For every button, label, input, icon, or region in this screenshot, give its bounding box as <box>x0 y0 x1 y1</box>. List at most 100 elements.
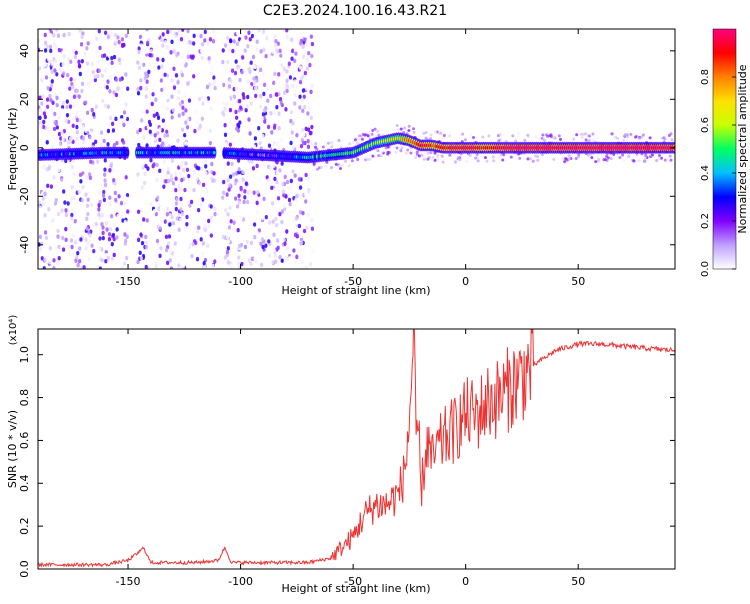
spectrogram-noise-cell <box>229 38 233 44</box>
spectrogram-noise-cell <box>182 263 186 268</box>
spectrogram-noise-cell <box>189 54 193 59</box>
spectrogram-noise-cell <box>72 106 77 112</box>
spectrogram-noise-cell <box>143 171 147 177</box>
spectrogram-noise-cell <box>47 198 51 204</box>
spectrogram-noise-cell <box>165 129 169 134</box>
spectrogram-noise-cell <box>78 172 83 178</box>
spectrogram-noise-cell <box>112 236 116 242</box>
spectrogram-noise-cell <box>90 243 94 248</box>
spectrogram-x-tick-label: -150 <box>116 275 141 288</box>
spectrogram-noise-cell <box>310 248 315 254</box>
spectrogram-noise-cell <box>50 69 54 74</box>
spectrogram-noise-cell <box>111 121 115 127</box>
spectrogram-noise-cell <box>237 193 241 198</box>
spectrogram-noise-cell <box>147 69 151 75</box>
spectrogram-halo-cell <box>386 152 390 156</box>
spectrogram-halo-cell <box>572 137 576 141</box>
spectrogram-halo-cell <box>657 154 661 158</box>
spectrogram-noise-cell <box>84 100 88 105</box>
spectrogram-noise-cell <box>235 126 239 131</box>
spectrogram-noise-cell <box>168 66 172 71</box>
spectrogram-noise-cell <box>310 83 314 88</box>
spectrogram-halo-cell <box>567 157 571 161</box>
spectrogram-halo-cell <box>367 130 371 134</box>
spectrogram-noise-cell <box>112 223 116 228</box>
spectrogram-noise-cell <box>73 218 77 224</box>
spectrogram-noise-cell <box>287 185 291 191</box>
spectrogram-noise-cell <box>158 137 162 143</box>
spectrogram-noise-cell <box>44 40 48 46</box>
spectrogram-noise-cell <box>72 195 76 201</box>
spectrogram-noise-cell <box>42 111 47 116</box>
spectrogram-halo-cell <box>625 133 629 137</box>
spectrogram-noise-cell <box>225 249 230 255</box>
spectrogram-noise-cell <box>50 105 54 111</box>
spectrogram-noise-cell <box>253 86 258 91</box>
spectrogram-noise-cell <box>154 138 158 144</box>
spectrogram-noise-cell <box>263 119 267 124</box>
spectrogram-noise-cell <box>105 221 109 226</box>
spectrogram-noise-cell <box>182 93 186 99</box>
spectrogram-noise-cell <box>156 33 160 38</box>
spectrogram-noise-cell <box>226 97 231 102</box>
spectrogram-noise-cell <box>163 113 167 119</box>
spectrogram-halo-cell <box>412 127 416 131</box>
colorbar-tick-label: 0.8 <box>700 69 711 85</box>
spectrogram-noise-cell <box>38 205 42 210</box>
spectrogram-noise-cell <box>289 178 293 184</box>
spectrogram-noise-cell <box>294 197 298 203</box>
spectrogram-noise-cell <box>161 43 165 48</box>
spectrogram-noise-cell <box>186 187 190 193</box>
spectrogram-noise-cell <box>75 117 79 123</box>
spectrogram-noise-cell <box>38 200 41 205</box>
spectrogram-noise-cell <box>247 30 251 35</box>
spectrogram-noise-cell <box>96 92 101 98</box>
spectrogram-noise-cell <box>306 212 310 218</box>
spectrogram-noise-cell <box>109 214 114 219</box>
spectrogram-halo-cell <box>376 129 380 133</box>
spectrogram-noise-cell <box>121 218 125 223</box>
spectrogram-noise-cell <box>237 243 242 249</box>
spectrogram-noise-cell <box>166 178 171 184</box>
spectrogram-noise-cell <box>285 69 289 74</box>
spectrogram-halo-cell <box>627 155 631 159</box>
spectrogram-noise-cell <box>228 183 232 188</box>
spectrogram-noise-cell <box>94 104 99 109</box>
spectrogram-halo-cell <box>637 136 641 140</box>
colorbar-tick-label: 0.2 <box>700 213 711 229</box>
spectrogram-noise-cell <box>106 104 110 109</box>
spectrogram-noise-cell <box>198 180 202 186</box>
spectrogram-noise-cell <box>125 116 130 122</box>
spectrogram-noise-cell <box>192 108 196 113</box>
spectrogram-noise-cell <box>55 95 59 101</box>
spectrogram-noise-cell <box>275 170 280 176</box>
spectrogram-noise-cell <box>39 251 43 256</box>
spectrogram-halo-cell <box>622 158 626 162</box>
spectrogram-noise-cell <box>249 233 254 239</box>
spectrogram-noise-cell <box>180 72 184 78</box>
spectrogram-halo-cell <box>526 157 530 161</box>
spectrogram-noise-cell <box>228 78 233 84</box>
spectrogram-noise-cell <box>70 244 74 250</box>
spectrogram-noise-cell <box>268 212 272 217</box>
spectrogram-halo-cell <box>412 130 416 134</box>
spectrogram-noise-cell <box>146 40 150 46</box>
spectrogram-noise-cell <box>180 211 184 217</box>
spectrogram-noise-cell <box>295 254 299 260</box>
spectrogram-noise-cell <box>180 177 184 183</box>
spectrogram-noise-cell <box>112 90 116 95</box>
spectrogram-noise-cell <box>161 104 165 109</box>
spectrogram-noise-cell <box>100 258 104 263</box>
spectrogram-halo-cell <box>549 133 553 137</box>
spectrogram-noise-cell <box>231 134 235 140</box>
spectrogram-noise-cell <box>64 212 68 218</box>
spectrogram-halo-cell <box>384 146 388 150</box>
spectrogram-noise-cell <box>237 167 241 172</box>
snr-plot-area <box>38 329 675 569</box>
spectrogram-noise-cell <box>152 208 157 214</box>
spectrogram-noise-cell <box>98 45 102 51</box>
spectrogram-noise-cell <box>115 227 119 232</box>
snr-y-tick-label: 0.0 <box>18 560 31 578</box>
snr-y-tick-label: 0.2 <box>18 517 31 535</box>
spectrogram-noise-cell <box>227 47 231 52</box>
